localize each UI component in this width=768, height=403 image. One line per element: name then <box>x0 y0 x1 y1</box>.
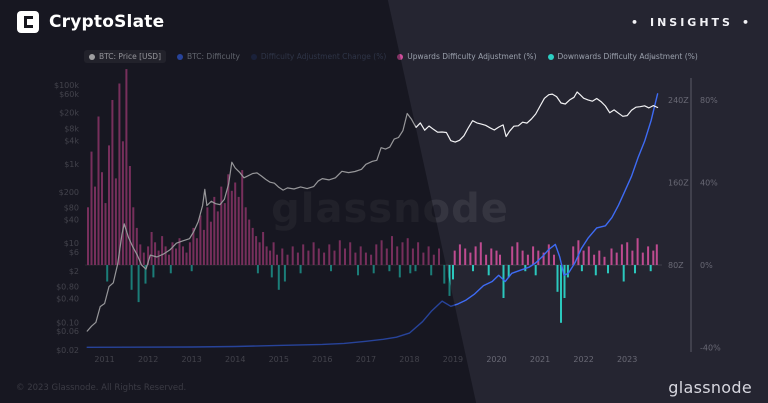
svg-text:$10: $10 <box>64 239 79 248</box>
copyright-text: © 2023 Glassnode. All Rights Reserved. <box>16 382 187 393</box>
legend-item-label: BTC: Difficulty <box>187 52 240 61</box>
brand-name: CryptoSlate <box>49 12 165 32</box>
svg-text:80Z: 80Z <box>668 261 684 270</box>
legend-item-0[interactable]: BTC: Price [USD] <box>84 50 166 63</box>
legend-item-label: Difficulty Adjustment Change (%) <box>260 52 387 61</box>
legend-item-4[interactable]: Downwards Difficulty Adjustment (%) <box>547 52 698 61</box>
svg-text:2014: 2014 <box>225 355 245 364</box>
legend-item-2[interactable]: Difficulty Adjustment Change (%) <box>250 52 387 61</box>
svg-text:-40%: -40% <box>700 344 721 353</box>
cryptoslate-logo-icon <box>17 11 39 33</box>
svg-text:$2: $2 <box>69 267 79 276</box>
svg-text:2013: 2013 <box>182 355 202 364</box>
svg-text:40%: 40% <box>700 179 718 188</box>
svg-text:2011: 2011 <box>94 355 114 364</box>
legend-item-label: Downwards Difficulty Adjustment (%) <box>557 52 698 61</box>
footer: © 2023 Glassnode. All Rights Reserved. g… <box>0 378 768 397</box>
svg-text:$20k: $20k <box>59 109 79 118</box>
series-btc-difficulty <box>86 93 659 348</box>
header: CryptoSlate • INSIGHTS • <box>0 0 768 44</box>
svg-text:$100k: $100k <box>54 81 79 90</box>
svg-text:2020: 2020 <box>486 355 506 364</box>
cryptoslate-brand: CryptoSlate <box>16 10 164 34</box>
svg-text:$200: $200 <box>59 188 79 197</box>
svg-text:$1k: $1k <box>64 160 79 169</box>
svg-text:$40: $40 <box>64 215 79 224</box>
glassnode-wordmark: glassnode <box>668 378 752 397</box>
series-downwards-difficulty-adjustment <box>106 265 652 323</box>
svg-text:$60k: $60k <box>59 90 79 99</box>
svg-text:$6: $6 <box>69 248 79 257</box>
legend-item-label: Upwards Difficulty Adjustment (%) <box>407 52 537 61</box>
svg-text:0%: 0% <box>700 261 713 270</box>
svg-text:2017: 2017 <box>356 355 376 364</box>
series-upwards-difficulty-adjustment <box>87 69 658 266</box>
bullet-icon: • <box>630 15 641 29</box>
bullet-icon: • <box>741 15 752 29</box>
legend: BTC: Price [USD] BTC: Difficulty Difficult… <box>84 50 698 63</box>
watermark: glassnode <box>271 186 509 232</box>
svg-text:$0.10: $0.10 <box>56 318 79 327</box>
svg-text:$80: $80 <box>64 204 79 213</box>
series-btc-price-usd <box>86 91 659 332</box>
legend-dot-icon <box>397 53 404 60</box>
legend-dot-icon <box>89 53 95 60</box>
legend-dot-icon <box>177 53 183 60</box>
legend-item-1[interactable]: BTC: Difficulty <box>177 52 240 61</box>
svg-text:2015: 2015 <box>269 355 289 364</box>
legend-dot-icon <box>547 53 554 60</box>
svg-text:2023: 2023 <box>617 355 637 364</box>
legend-item-label: BTC: Price [USD] <box>99 52 161 61</box>
svg-text:240Z: 240Z <box>668 96 689 105</box>
svg-text:$4k: $4k <box>64 136 79 145</box>
svg-text:2022: 2022 <box>573 355 593 364</box>
legend-dot-icon <box>250 53 257 60</box>
legend-item-3[interactable]: Upwards Difficulty Adjustment (%) <box>397 52 537 61</box>
svg-text:2018: 2018 <box>399 355 419 364</box>
svg-text:$0.40: $0.40 <box>56 295 79 304</box>
svg-text:2016: 2016 <box>312 355 332 364</box>
svg-text:2012: 2012 <box>138 355 158 364</box>
legend-collapse-button[interactable]: - <box>651 50 655 63</box>
insights-label: INSIGHTS <box>649 15 733 29</box>
svg-text:2021: 2021 <box>530 355 550 364</box>
svg-text:$0.02: $0.02 <box>56 346 79 355</box>
svg-text:$0.06: $0.06 <box>56 327 79 336</box>
svg-text:80%: 80% <box>700 96 718 105</box>
svg-text:160Z: 160Z <box>668 179 689 188</box>
svg-text:$8k: $8k <box>64 124 79 133</box>
svg-text:2019: 2019 <box>443 355 463 364</box>
axes: $100k$60k $20k $8k $4k $1k $200 $80 $40 $10$6 $2 $… <box>54 78 721 364</box>
svg-text:$0.80: $0.80 <box>56 283 79 292</box>
insights-tag: • INSIGHTS • <box>631 16 752 29</box>
